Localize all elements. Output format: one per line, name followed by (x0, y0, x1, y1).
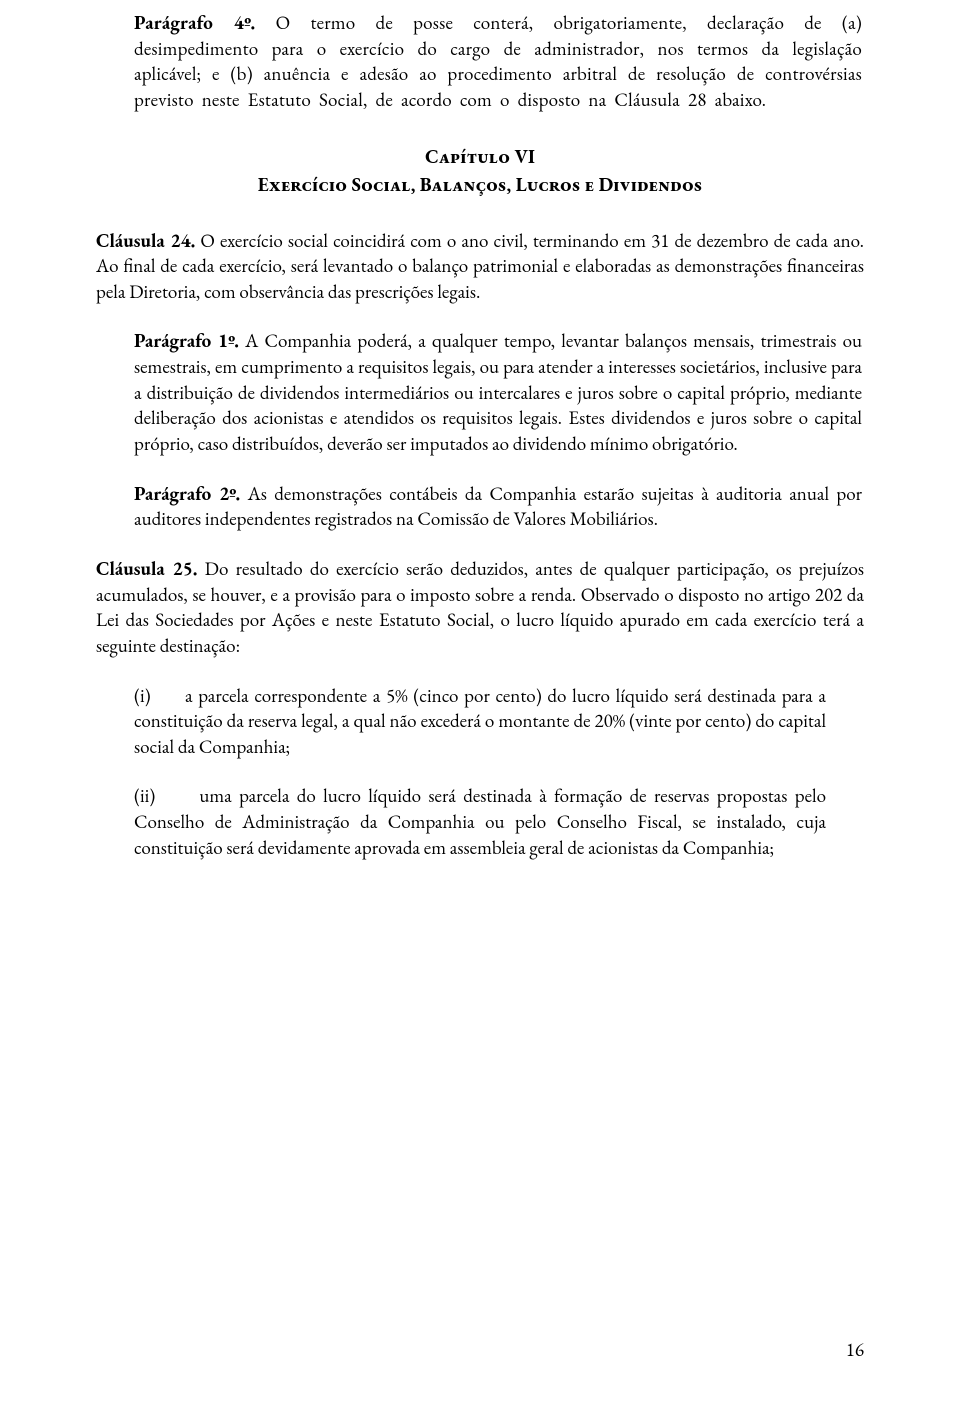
list-item-i-marker: (i) (134, 683, 151, 708)
clause-24-text: O exercício social coincidirá com o ano … (96, 228, 864, 304)
clause-24-paragraph-2-label: Parágrafo 2º. (134, 481, 240, 506)
clause-24: Cláusula 24. O exercício social coincidi… (96, 228, 864, 305)
list-item-i: (i) a parcela correspondente a 5% (cinco… (134, 683, 826, 760)
list-item-ii: (ii) uma parcela do lucro líquido será d… (134, 783, 826, 860)
chapter-number: Capítulo VI (96, 143, 864, 172)
clause-24-paragraph-2-text: As demonstrações contábeis da Companhia … (134, 481, 862, 532)
document-page: Parágrafo 4º. O termo de posse conterá, … (0, 0, 960, 1403)
paragraph-4-label: Parágrafo 4º. (134, 10, 255, 35)
list-item-ii-text: uma parcela do lucro líquido será destin… (134, 783, 826, 859)
clause-25: Cláusula 25. Do resultado do exercício s… (96, 556, 864, 659)
page-number: 16 (846, 1337, 864, 1363)
clause-24-paragraph-2: Parágrafo 2º. As demonstrações contábeis… (134, 481, 862, 532)
chapter-heading: Capítulo VI Exercício Social, Balanços, … (96, 143, 864, 200)
clause-25-text: Do resultado do exercício serão deduzido… (96, 556, 864, 658)
clause-25-label: Cláusula 25. (96, 556, 197, 581)
clause-24-paragraph-1: Parágrafo 1º. A Companhia poderá, a qual… (134, 328, 862, 456)
clause-24-label: Cláusula 24. (96, 228, 195, 253)
clause-24-paragraph-1-label: Parágrafo 1º. (134, 328, 239, 353)
list-item-ii-marker: (ii) (134, 783, 155, 808)
paragraph-4: Parágrafo 4º. O termo de posse conterá, … (134, 10, 862, 113)
list-item-i-text: a parcela correspondente a 5% (cinco por… (134, 683, 826, 759)
clause-24-paragraph-1-text: A Companhia poderá, a qualquer tempo, le… (134, 328, 862, 456)
chapter-title: Exercício Social, Balanços, Lucros e Div… (96, 171, 864, 200)
